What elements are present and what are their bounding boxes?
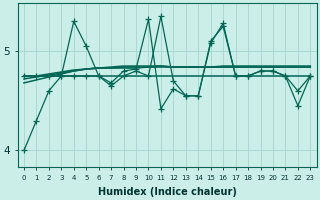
X-axis label: Humidex (Indice chaleur): Humidex (Indice chaleur): [98, 187, 236, 197]
